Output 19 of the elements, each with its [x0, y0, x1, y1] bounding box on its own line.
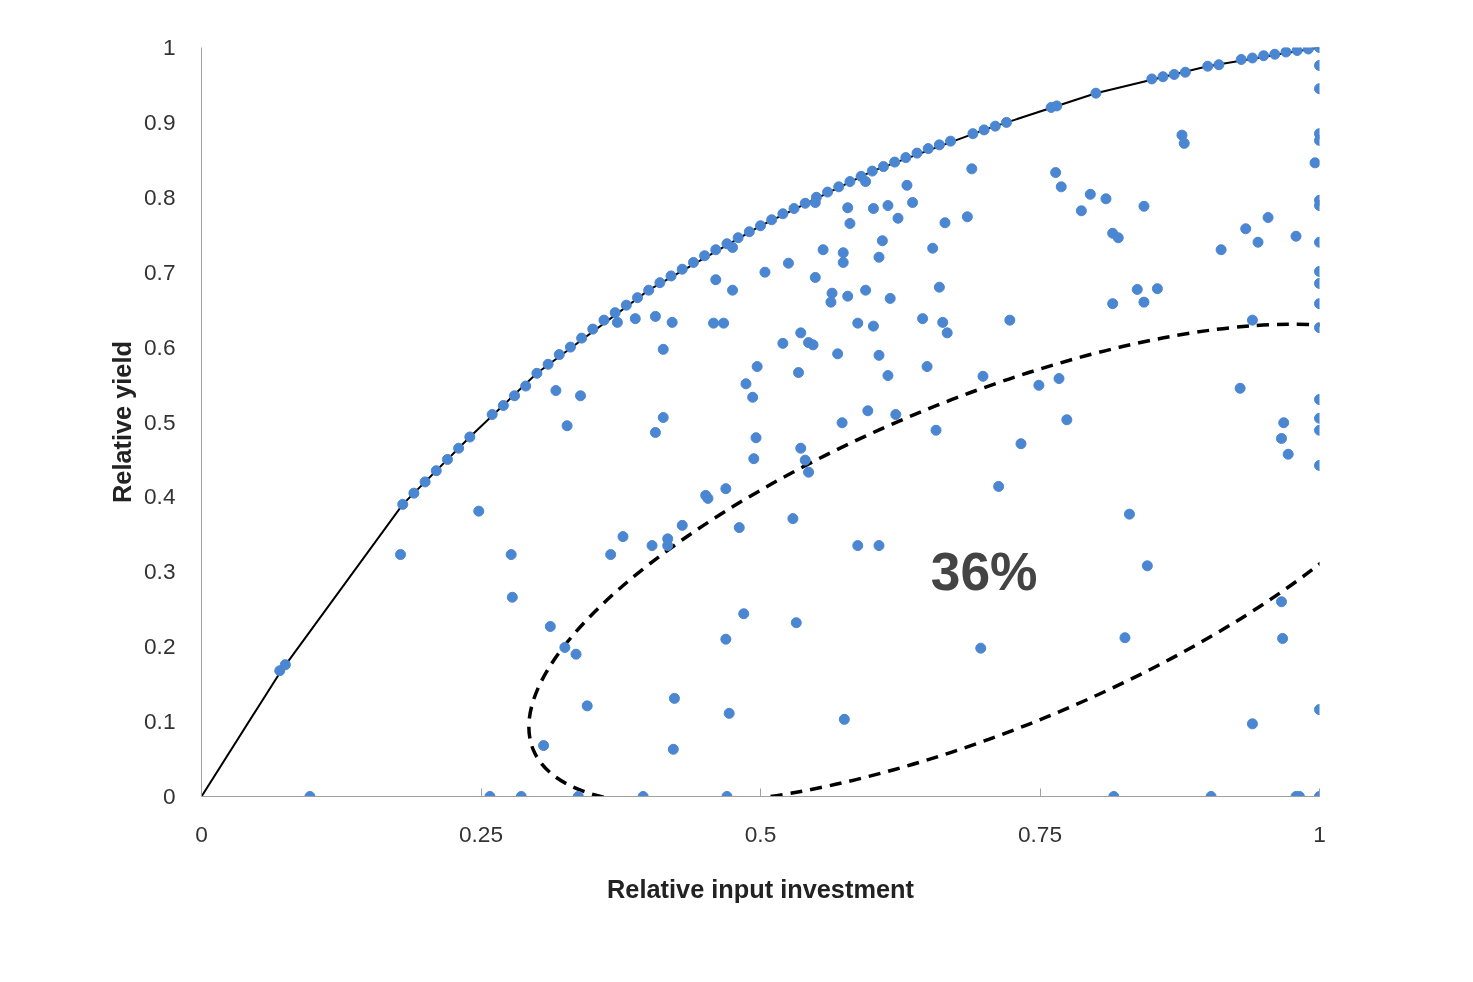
x-tick-label: 0.25 [458, 820, 504, 847]
y-tick-label: 0.3 [144, 558, 176, 585]
y-tick-label: 0.5 [144, 408, 176, 435]
x-tick-label: 0 [195, 820, 208, 847]
x-tick-label: 0.5 [744, 820, 777, 847]
y-tick-label: 0.4 [144, 483, 176, 510]
y-tick-label: 0.8 [144, 183, 176, 210]
annotation: 36% [930, 542, 1038, 602]
y-tick-label: 1 [162, 34, 176, 60]
x-axis-title: Relative input investment [607, 874, 915, 903]
x-tick-label: 1 [1313, 820, 1326, 847]
x-tick-label: 0.75 [1017, 820, 1063, 847]
y-axis-title: Relative yield [108, 341, 136, 503]
y-tick-label: 0 [162, 783, 176, 809]
y-tick-label: 0.2 [144, 633, 176, 660]
y-tick-label: 0.9 [144, 108, 176, 135]
y-tick-label: 0.7 [144, 258, 176, 285]
y-tick-label: 0.6 [144, 333, 176, 360]
y-tick-label: 0.1 [144, 708, 176, 735]
